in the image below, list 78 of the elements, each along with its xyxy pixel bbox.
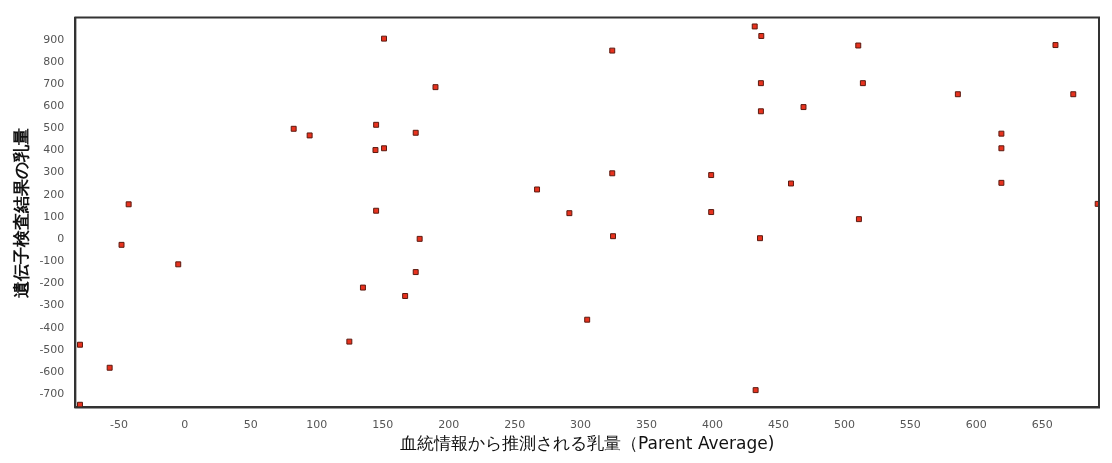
x-tick-label: 450 [767,417,789,431]
x-tick-label: 500 [833,417,855,431]
x-tick-label: 600 [965,417,987,431]
point [346,338,353,345]
point [118,241,125,248]
y-tick-label: 200 [43,187,65,201]
point [610,233,617,240]
y-tick-label: 0 [57,231,65,245]
point [788,180,794,187]
x-tick-label: 100 [306,417,328,431]
y-tick-label: -200 [39,276,65,290]
point [708,209,715,216]
y-tick-label: 400 [43,143,65,157]
point [757,108,764,115]
y-tick-label: -700 [39,386,65,400]
y-tick-label: 900 [43,32,65,46]
point [175,261,182,268]
x-tick-label: 300 [570,417,592,431]
point [372,147,379,154]
x-tick-label: 250 [504,417,526,431]
y-tick-label: 300 [43,165,65,179]
x-tick-label: 50 [243,417,258,431]
point [998,130,1005,137]
x-tick-label: 150 [372,417,394,431]
point [416,235,423,242]
x-tick-label: 550 [899,417,921,431]
point [998,179,1005,186]
point [412,129,419,136]
y-tick-label: 500 [43,121,65,135]
point [402,293,409,299]
y-tick-label: -600 [39,364,65,378]
y-axis-title: 遺伝子検査結果の乳量 [10,127,31,298]
y-tick-label: 100 [43,209,65,223]
point [757,80,764,87]
x-tick-label: 200 [438,417,460,431]
y-tick-label: 700 [43,76,65,90]
x-tick-label: 0 [181,417,189,431]
point [859,80,866,87]
point [998,145,1005,152]
y-tick-label: -300 [39,298,65,312]
y-tick-label: -400 [39,320,65,334]
x-tick-label: 350 [636,417,658,431]
point [381,145,388,152]
point [751,23,758,30]
y-tick-label: -500 [39,342,65,356]
point [1052,42,1059,49]
x-tick-label: 650 [1031,417,1053,431]
x-axis-title: 血統情報から推測される乳量（Parent Average) [400,433,775,454]
point [290,125,297,132]
point [954,91,961,98]
y-tick-label: 800 [43,54,65,68]
point [373,121,380,128]
point [855,216,862,223]
x-tick-label: -50 [109,417,128,431]
point [855,42,862,49]
point [306,132,313,139]
point [125,201,132,208]
point [534,186,541,193]
point [757,235,763,242]
x-tick-label: 400 [702,417,723,431]
point [373,207,380,214]
y-tick-label: 600 [43,99,65,113]
point [708,172,715,179]
point [758,33,765,39]
point [566,210,573,217]
point [77,341,83,348]
point [106,364,113,371]
point [609,47,616,54]
point [359,284,366,291]
point [412,269,419,276]
point [1070,91,1077,98]
point [584,316,591,323]
y-tick-label: -100 [39,254,65,268]
point [752,387,759,394]
point [381,35,388,42]
point [432,84,439,91]
point [800,104,807,111]
point [609,170,616,177]
